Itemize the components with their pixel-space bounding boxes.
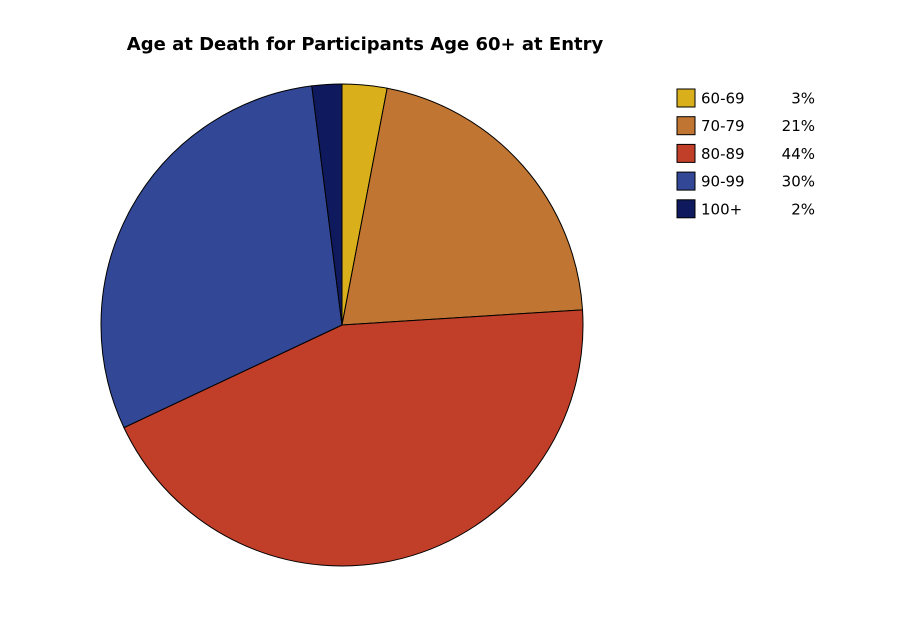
legend-swatch	[676, 116, 696, 136]
legend-value: 2%	[791, 200, 815, 218]
legend-swatch	[676, 171, 696, 191]
legend-swatch	[676, 88, 696, 108]
legend-value: 21%	[782, 117, 815, 135]
legend-swatch	[676, 143, 696, 163]
pie-slice	[311, 83, 343, 326]
legend-label: 100+	[701, 200, 742, 218]
legend-value: 44%	[782, 145, 815, 163]
legend-label: 70-79	[701, 117, 745, 135]
chart-title: Age at Death for Participants Age 60+ at…	[127, 34, 604, 55]
legend-value: 3%	[791, 90, 815, 108]
legend-value: 30%	[782, 173, 815, 191]
pie-slice	[341, 87, 584, 326]
legend-swatch	[676, 199, 696, 219]
legend-label: 90-99	[701, 173, 745, 191]
legend-label: 80-89	[701, 145, 745, 163]
pie-slice	[100, 85, 343, 429]
legend-label: 60-69	[701, 90, 745, 108]
